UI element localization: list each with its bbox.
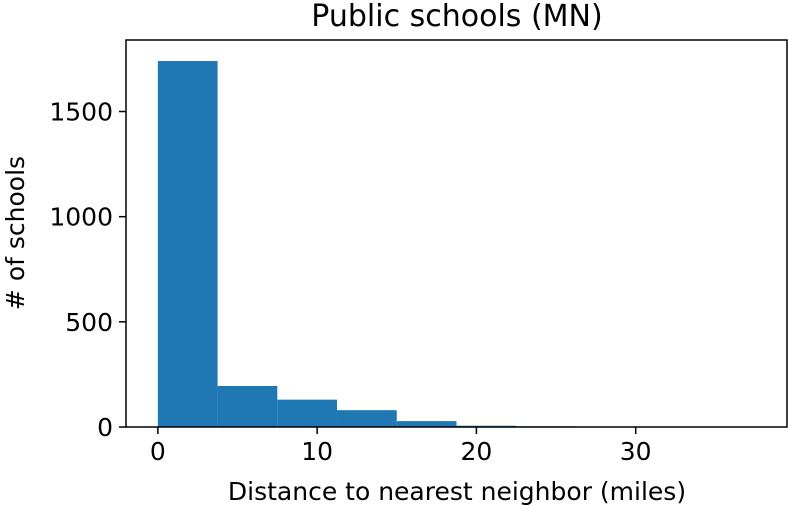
histogram-bar <box>396 421 457 427</box>
histogram-bar <box>277 399 338 427</box>
x-tick-label: 20 <box>461 437 493 466</box>
x-tick-label: 30 <box>620 437 652 466</box>
chart-title: Public schools (MN) <box>311 0 602 34</box>
y-axis-label: # of schools <box>1 156 30 310</box>
bars-group <box>157 61 756 428</box>
histogram-bar <box>337 410 397 427</box>
x-axis-ticks: 0 10 20 30 <box>150 427 652 466</box>
x-tick-label: 10 <box>301 437 333 466</box>
y-axis-ticks: 0 500 1000 1500 <box>49 98 126 442</box>
y-tick-label: 1500 <box>49 98 113 127</box>
y-tick-label: 0 <box>97 413 113 442</box>
plot-frame <box>125 39 788 428</box>
x-axis-label: Distance to nearest neighbor (miles) <box>228 477 686 506</box>
x-tick-label: 0 <box>150 437 166 466</box>
histogram-bar <box>217 385 278 427</box>
y-tick-label: 500 <box>65 308 113 337</box>
histogram-bar <box>157 61 218 428</box>
y-tick-label: 1000 <box>49 203 113 232</box>
